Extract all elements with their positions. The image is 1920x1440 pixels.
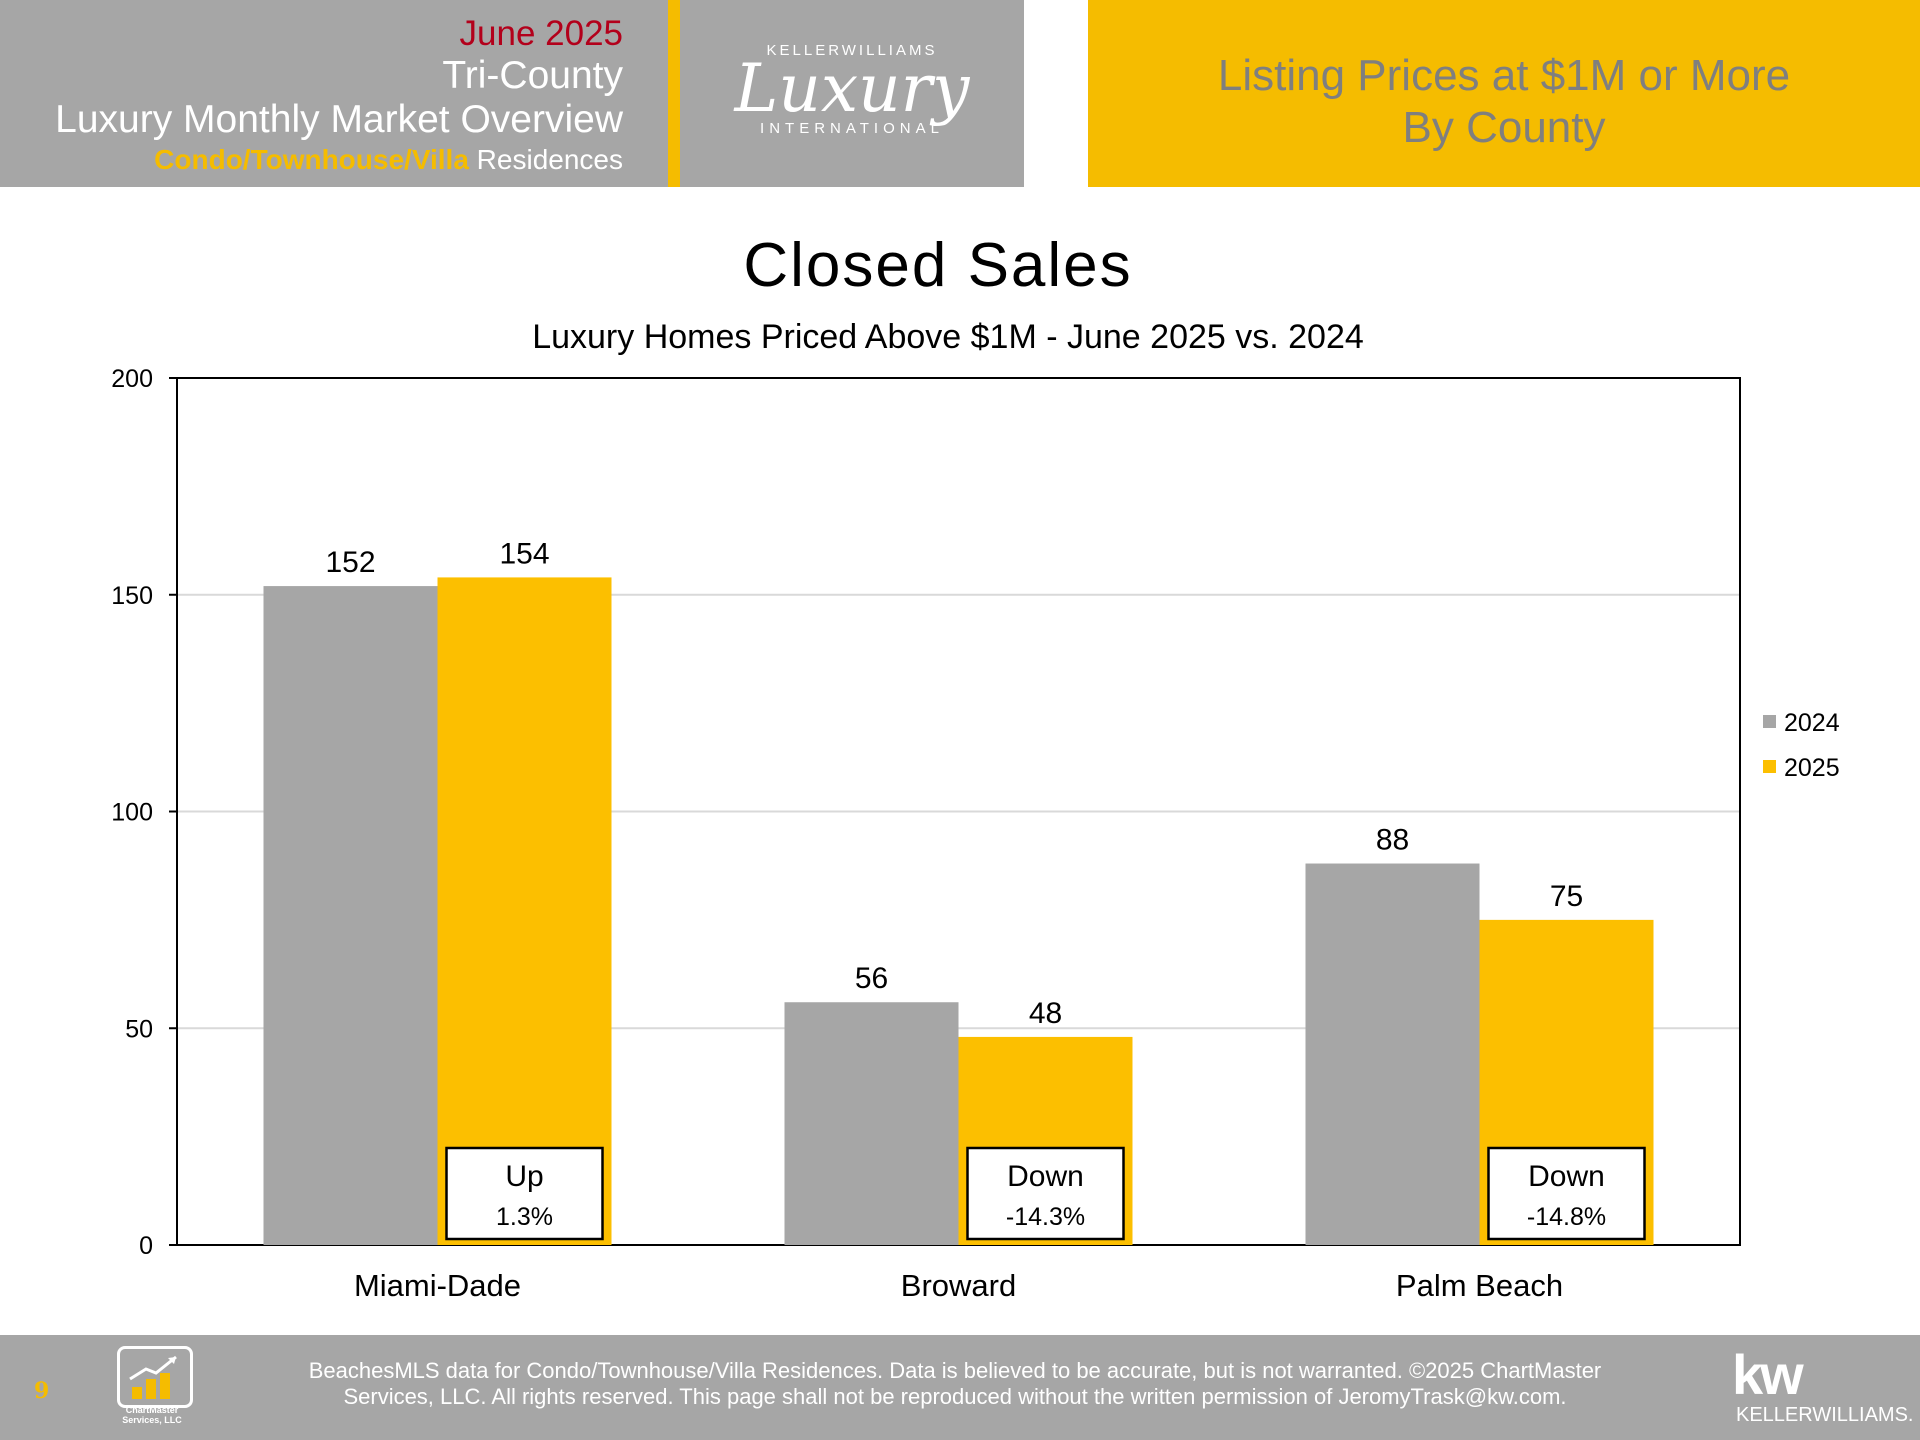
header-logo-panel [680, 0, 1024, 187]
change-direction: Up [505, 1160, 543, 1193]
header-accent-strip [668, 0, 680, 187]
chart-subtitle: Luxury Homes Priced Above $1M - June 202… [532, 318, 1364, 356]
x-tick-label: Broward [901, 1268, 1016, 1303]
property-type-rest: Residences [468, 144, 623, 175]
disclaimer-line1: BeachesMLS data for Condo/Townhouse/Vill… [308, 1358, 1602, 1383]
bar [437, 577, 612, 1245]
header-title-panel [1088, 0, 1920, 187]
page-number: 9 [34, 1378, 50, 1404]
chartmaster-logo-icon [117, 1346, 193, 1408]
disclaimer: BeachesMLS data for Condo/Townhouse/Vill… [240, 1358, 1670, 1410]
y-tick-label: 0 [139, 1232, 153, 1260]
chartmaster-name: ChartMaster [125, 1405, 179, 1415]
legend-swatch [1763, 715, 1776, 728]
y-tick-label: 200 [111, 365, 153, 393]
section-heading-line2: By County [1402, 103, 1606, 152]
bar-growth-icon [129, 1355, 177, 1399]
change-box [966, 1146, 1125, 1241]
luxury-logo-script: Luxury [734, 50, 970, 127]
data-label: 152 [325, 546, 375, 579]
section-heading: Listing Prices at $1M or More By County [1088, 50, 1920, 154]
bar-chart: 0 50 100 150 200 152 154 Miami-Dade Up 1.3% 56 48 Br… [111, 365, 1840, 1303]
change-percent: 1.3% [496, 1203, 553, 1231]
x-tick-label: Miami-Dade [354, 1268, 521, 1303]
data-label: 75 [1550, 880, 1583, 913]
report-month: June 2025 [459, 14, 623, 53]
data-label: 48 [1029, 997, 1062, 1030]
section-heading-line1: Listing Prices at $1M or More [1217, 51, 1791, 100]
kw-wordmark: KELLERWILLIAMS. [1736, 1404, 1914, 1426]
change-percent: -14.3% [1006, 1203, 1085, 1231]
footer-bar [0, 1335, 1920, 1440]
disclaimer-line2: Services, LLC. All rights reserved. This… [343, 1384, 1567, 1409]
luxury-logo-brand: KELLERWILLIAMS [766, 42, 938, 59]
data-label: 154 [499, 537, 549, 570]
bar [784, 1002, 959, 1245]
change-box [1487, 1146, 1646, 1241]
report-title: Luxury Monthly Market Overview [55, 98, 623, 141]
change-box [445, 1146, 604, 1241]
report-region: Tri-County [442, 54, 623, 97]
y-tick-label: 150 [111, 582, 153, 610]
chartmaster-services: Services, LLC [122, 1415, 182, 1425]
bar [263, 586, 438, 1245]
y-tick-label: 100 [111, 799, 153, 827]
chart-title: Closed Sales [743, 231, 1133, 300]
change-percent: -14.8% [1527, 1203, 1606, 1231]
header-info-panel [0, 0, 668, 187]
property-type: Condo/Townhouse/Villa Residences [154, 144, 623, 176]
legend-label: 2024 [1784, 709, 1840, 737]
y-tick-label: 50 [125, 1015, 153, 1043]
data-label: 88 [1376, 824, 1409, 857]
luxury-logo-sub: INTERNATIONAL [760, 120, 944, 137]
change-direction: Down [1007, 1160, 1084, 1193]
change-direction: Down [1528, 1160, 1605, 1193]
chartmaster-logo-text: ChartMaster Services, LLC [102, 1405, 202, 1425]
kw-logo: kw [1732, 1343, 1804, 1406]
legend-swatch [1763, 760, 1776, 773]
legend-label: 2025 [1784, 754, 1840, 782]
bar [1305, 863, 1480, 1245]
data-label: 56 [855, 962, 888, 995]
x-tick-label: Palm Beach [1396, 1268, 1563, 1303]
property-type-highlight: Condo/Townhouse/Villa [154, 144, 469, 175]
